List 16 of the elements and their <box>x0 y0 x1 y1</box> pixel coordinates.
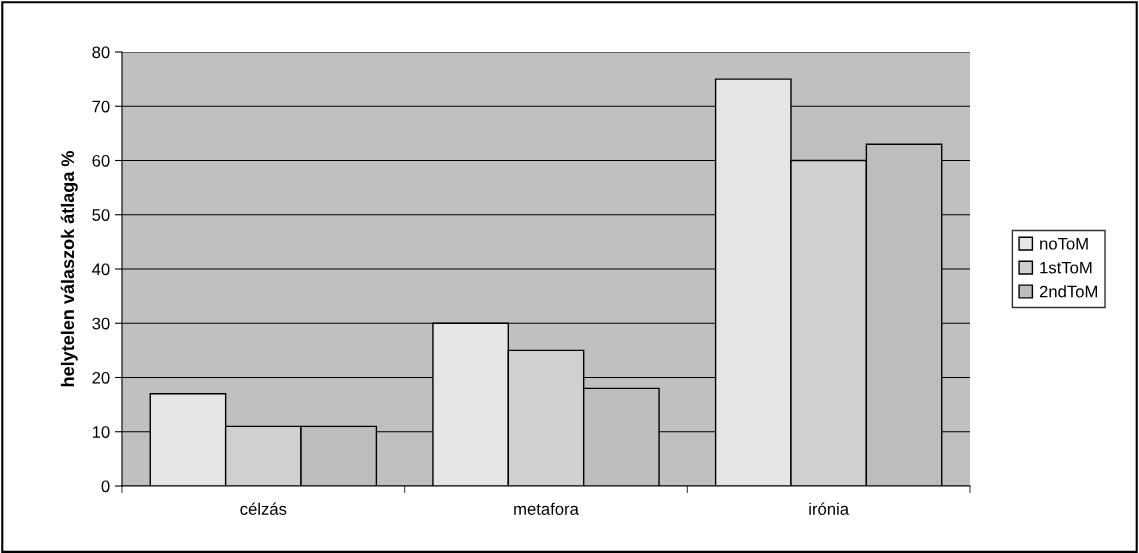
y-tick-label: 20 <box>92 371 110 384</box>
y-tick-label: 0 <box>101 480 110 493</box>
legend-label: 1stToM <box>1040 261 1092 274</box>
y-tick-label: 70 <box>92 100 110 113</box>
y-tick-label: 30 <box>92 317 110 330</box>
x-tick-label: metafora <box>514 502 579 515</box>
y-tick-label: 80 <box>92 46 110 59</box>
y-tick-label: 50 <box>92 209 110 221</box>
y-tick-label: 60 <box>92 154 110 167</box>
legend-label: 2ndToM <box>1039 285 1097 298</box>
x-tick-label: célzás <box>240 502 287 515</box>
y-tick-label: 10 <box>92 426 110 438</box>
y-tick-label: 40 <box>92 263 110 276</box>
x-tick-label: irónia <box>809 502 850 515</box>
y-axis-title: helytelen válaszok átlaga % <box>60 151 78 387</box>
legend-label: noToM <box>1040 237 1088 250</box>
